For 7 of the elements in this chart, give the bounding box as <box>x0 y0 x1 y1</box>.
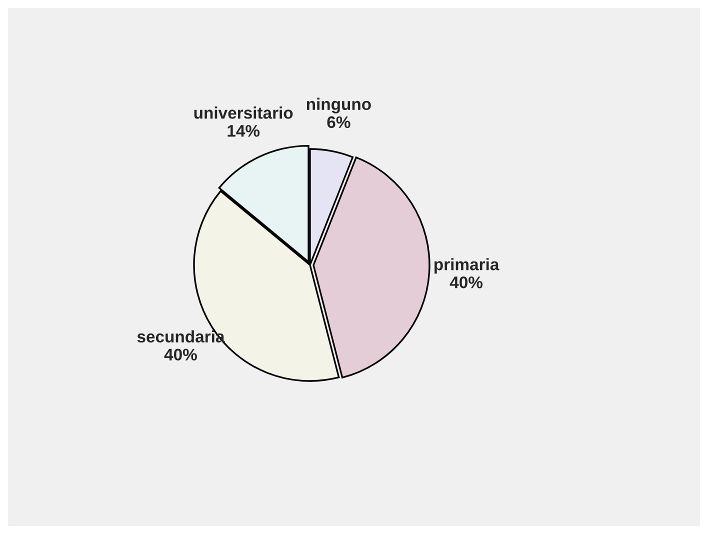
data-label: 40% <box>164 348 197 360</box>
data-label: 40% <box>450 276 483 288</box>
slice-label: ninguno <box>306 98 371 114</box>
slice-label: universitario <box>194 106 293 119</box>
data-label: 6% <box>327 116 350 128</box>
slice-label: primaria <box>434 258 500 274</box>
data-label: 14% <box>228 124 260 137</box>
